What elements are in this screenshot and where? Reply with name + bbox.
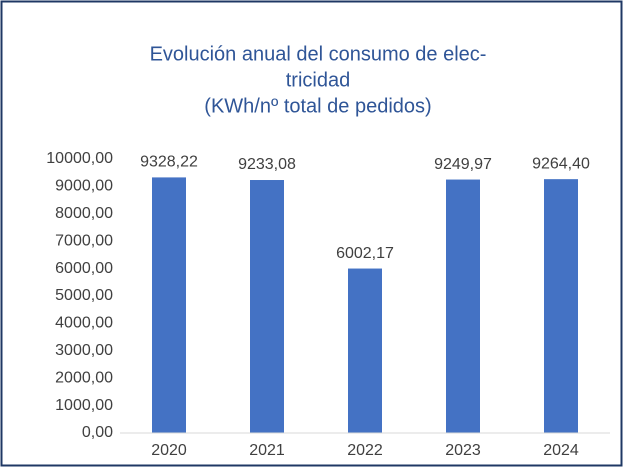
y-tick-label: 8000,00: [55, 205, 113, 222]
bar: [446, 179, 480, 433]
bar: [250, 180, 284, 433]
bar: [544, 179, 578, 433]
y-tick-label: 7000,00: [55, 232, 113, 249]
y-tick-label: 3000,00: [55, 342, 113, 359]
y-tick-label: 10000,00: [46, 150, 113, 167]
x-tick-label: 2021: [249, 442, 285, 459]
y-tick-label: 6000,00: [55, 260, 113, 277]
data-label: 9328,22: [140, 154, 198, 171]
y-tick-label: 9000,00: [55, 178, 113, 195]
chart-title: Evolución anual del consumo de elec-: [150, 43, 487, 65]
x-tick-label: 2020: [151, 442, 187, 459]
y-tick-label: 2000,00: [55, 369, 113, 386]
y-tick-label: 0,00: [82, 424, 113, 441]
data-label: 9264,40: [532, 155, 590, 172]
data-label: 9233,08: [238, 156, 296, 173]
x-tick-label: 2023: [445, 442, 481, 459]
bar: [152, 177, 186, 433]
chart-title: tricidad: [286, 69, 350, 91]
bar: [348, 268, 382, 433]
chart-title: (KWh/nº total de pedidos): [204, 95, 431, 117]
y-tick-label: 1000,00: [55, 397, 113, 414]
data-label: 6002,17: [336, 245, 394, 262]
y-tick-label: 5000,00: [55, 287, 113, 304]
data-label: 9249,97: [434, 156, 492, 173]
x-tick-label: 2022: [347, 442, 383, 459]
x-tick-label: 2024: [543, 442, 579, 459]
y-tick-label: 4000,00: [55, 315, 113, 332]
